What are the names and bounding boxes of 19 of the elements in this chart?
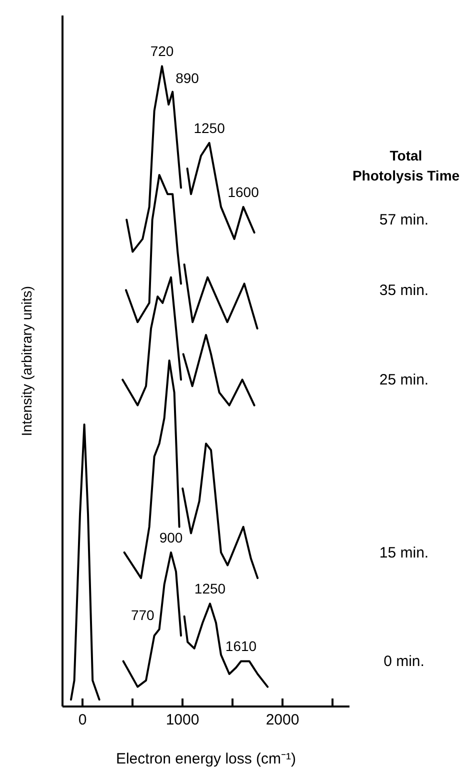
text: 57 min.	[379, 212, 429, 229]
text: 0 min.	[384, 653, 424, 670]
annotation: 900	[159, 529, 183, 546]
x-tick-label: 2000	[266, 712, 300, 728]
annotation: 890	[176, 70, 200, 86]
legend-title: Total Photolysis Time	[352, 148, 460, 184]
y-axis-title: Intensity (arbitrary units)	[18, 286, 34, 436]
text: 35 min.	[379, 282, 429, 300]
x-tick-label: 0	[78, 712, 87, 728]
annotation: 1600	[228, 184, 260, 200]
x-axis-title: Electron energy loss (cm⁻¹)	[116, 750, 296, 768]
x-tick-label: 1000	[166, 712, 200, 728]
text: 25 min.	[379, 372, 429, 389]
annotation: 1610	[225, 638, 257, 654]
annotation: 720	[150, 43, 174, 60]
annotation: 770	[130, 607, 155, 624]
text: 15 min.	[379, 544, 429, 562]
annotation: 1250	[194, 120, 226, 136]
annotation: 1250	[194, 580, 226, 597]
